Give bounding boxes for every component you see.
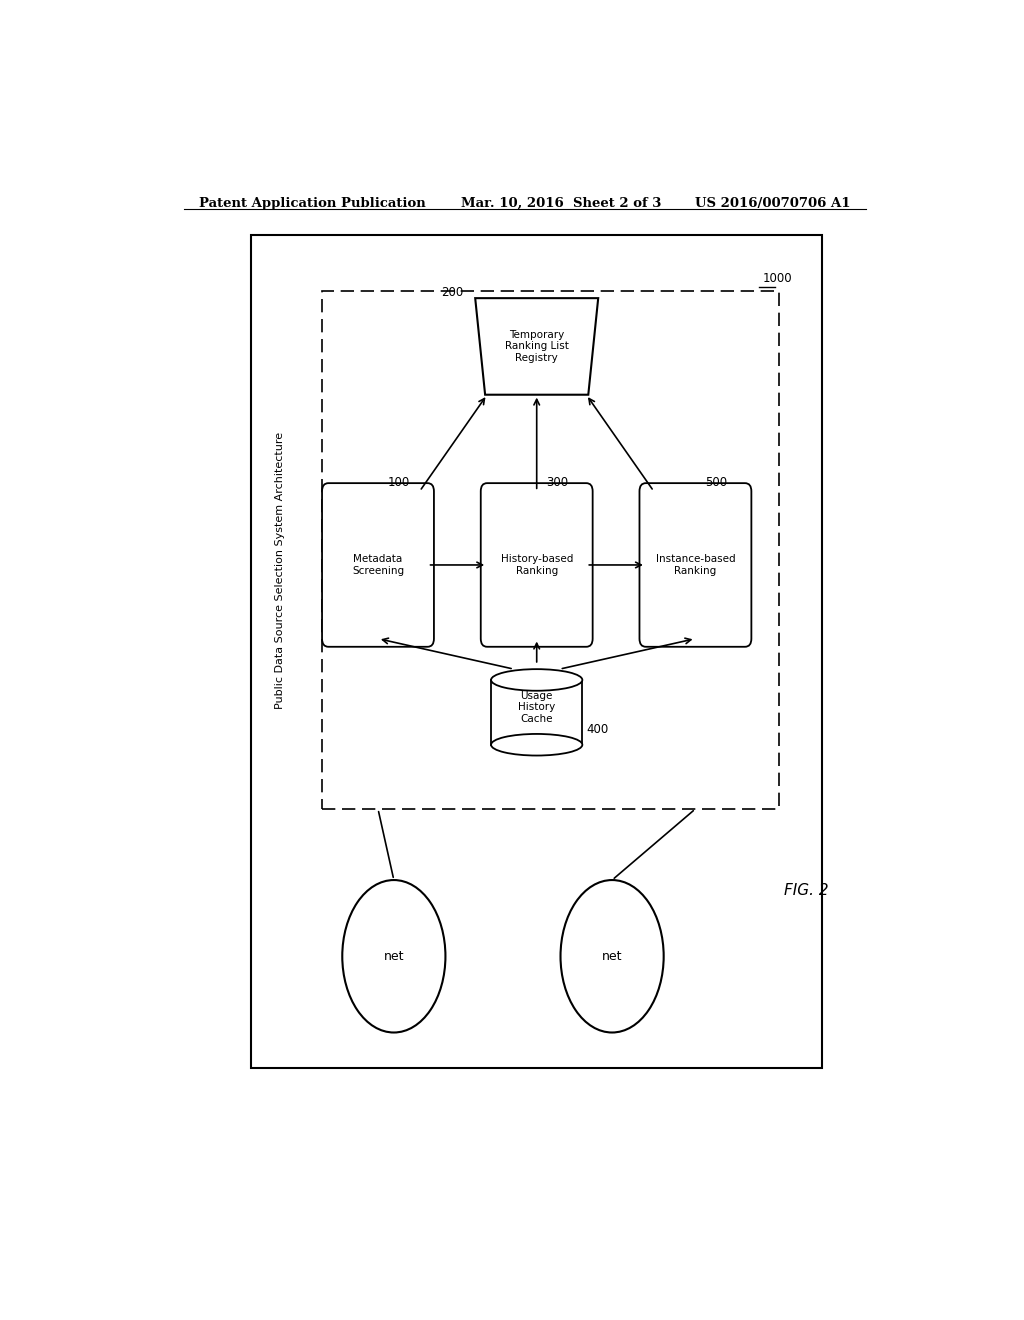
Text: Metadata
Screening: Metadata Screening xyxy=(352,554,404,576)
Text: 1000: 1000 xyxy=(763,272,793,285)
Text: 400: 400 xyxy=(587,722,608,735)
Text: Instance-based
Ranking: Instance-based Ranking xyxy=(655,554,735,576)
Polygon shape xyxy=(475,298,598,395)
Text: History-based
Ranking: History-based Ranking xyxy=(501,554,572,576)
Text: Public Data Source Selection System Architecture: Public Data Source Selection System Arch… xyxy=(275,432,286,709)
Text: 500: 500 xyxy=(705,475,727,488)
Bar xyxy=(492,680,583,744)
Text: US 2016/0070706 A1: US 2016/0070706 A1 xyxy=(694,197,850,210)
Bar xyxy=(251,235,822,1068)
Text: net: net xyxy=(602,950,623,962)
Ellipse shape xyxy=(492,734,583,755)
Text: 200: 200 xyxy=(441,285,464,298)
Text: 100: 100 xyxy=(387,475,410,488)
Ellipse shape xyxy=(560,880,664,1032)
FancyBboxPatch shape xyxy=(480,483,593,647)
Text: Usage
History
Cache: Usage History Cache xyxy=(518,690,555,723)
Text: Temporary
Ranking List
Registry: Temporary Ranking List Registry xyxy=(505,330,568,363)
FancyBboxPatch shape xyxy=(322,483,434,647)
Bar xyxy=(323,290,778,809)
Text: net: net xyxy=(384,950,404,962)
Text: Patent Application Publication: Patent Application Publication xyxy=(200,197,426,210)
FancyBboxPatch shape xyxy=(639,483,752,647)
Ellipse shape xyxy=(492,669,583,690)
Text: 300: 300 xyxy=(546,475,568,488)
Ellipse shape xyxy=(342,880,445,1032)
Text: Mar. 10, 2016  Sheet 2 of 3: Mar. 10, 2016 Sheet 2 of 3 xyxy=(461,197,662,210)
Text: FIG. 2: FIG. 2 xyxy=(784,883,828,898)
